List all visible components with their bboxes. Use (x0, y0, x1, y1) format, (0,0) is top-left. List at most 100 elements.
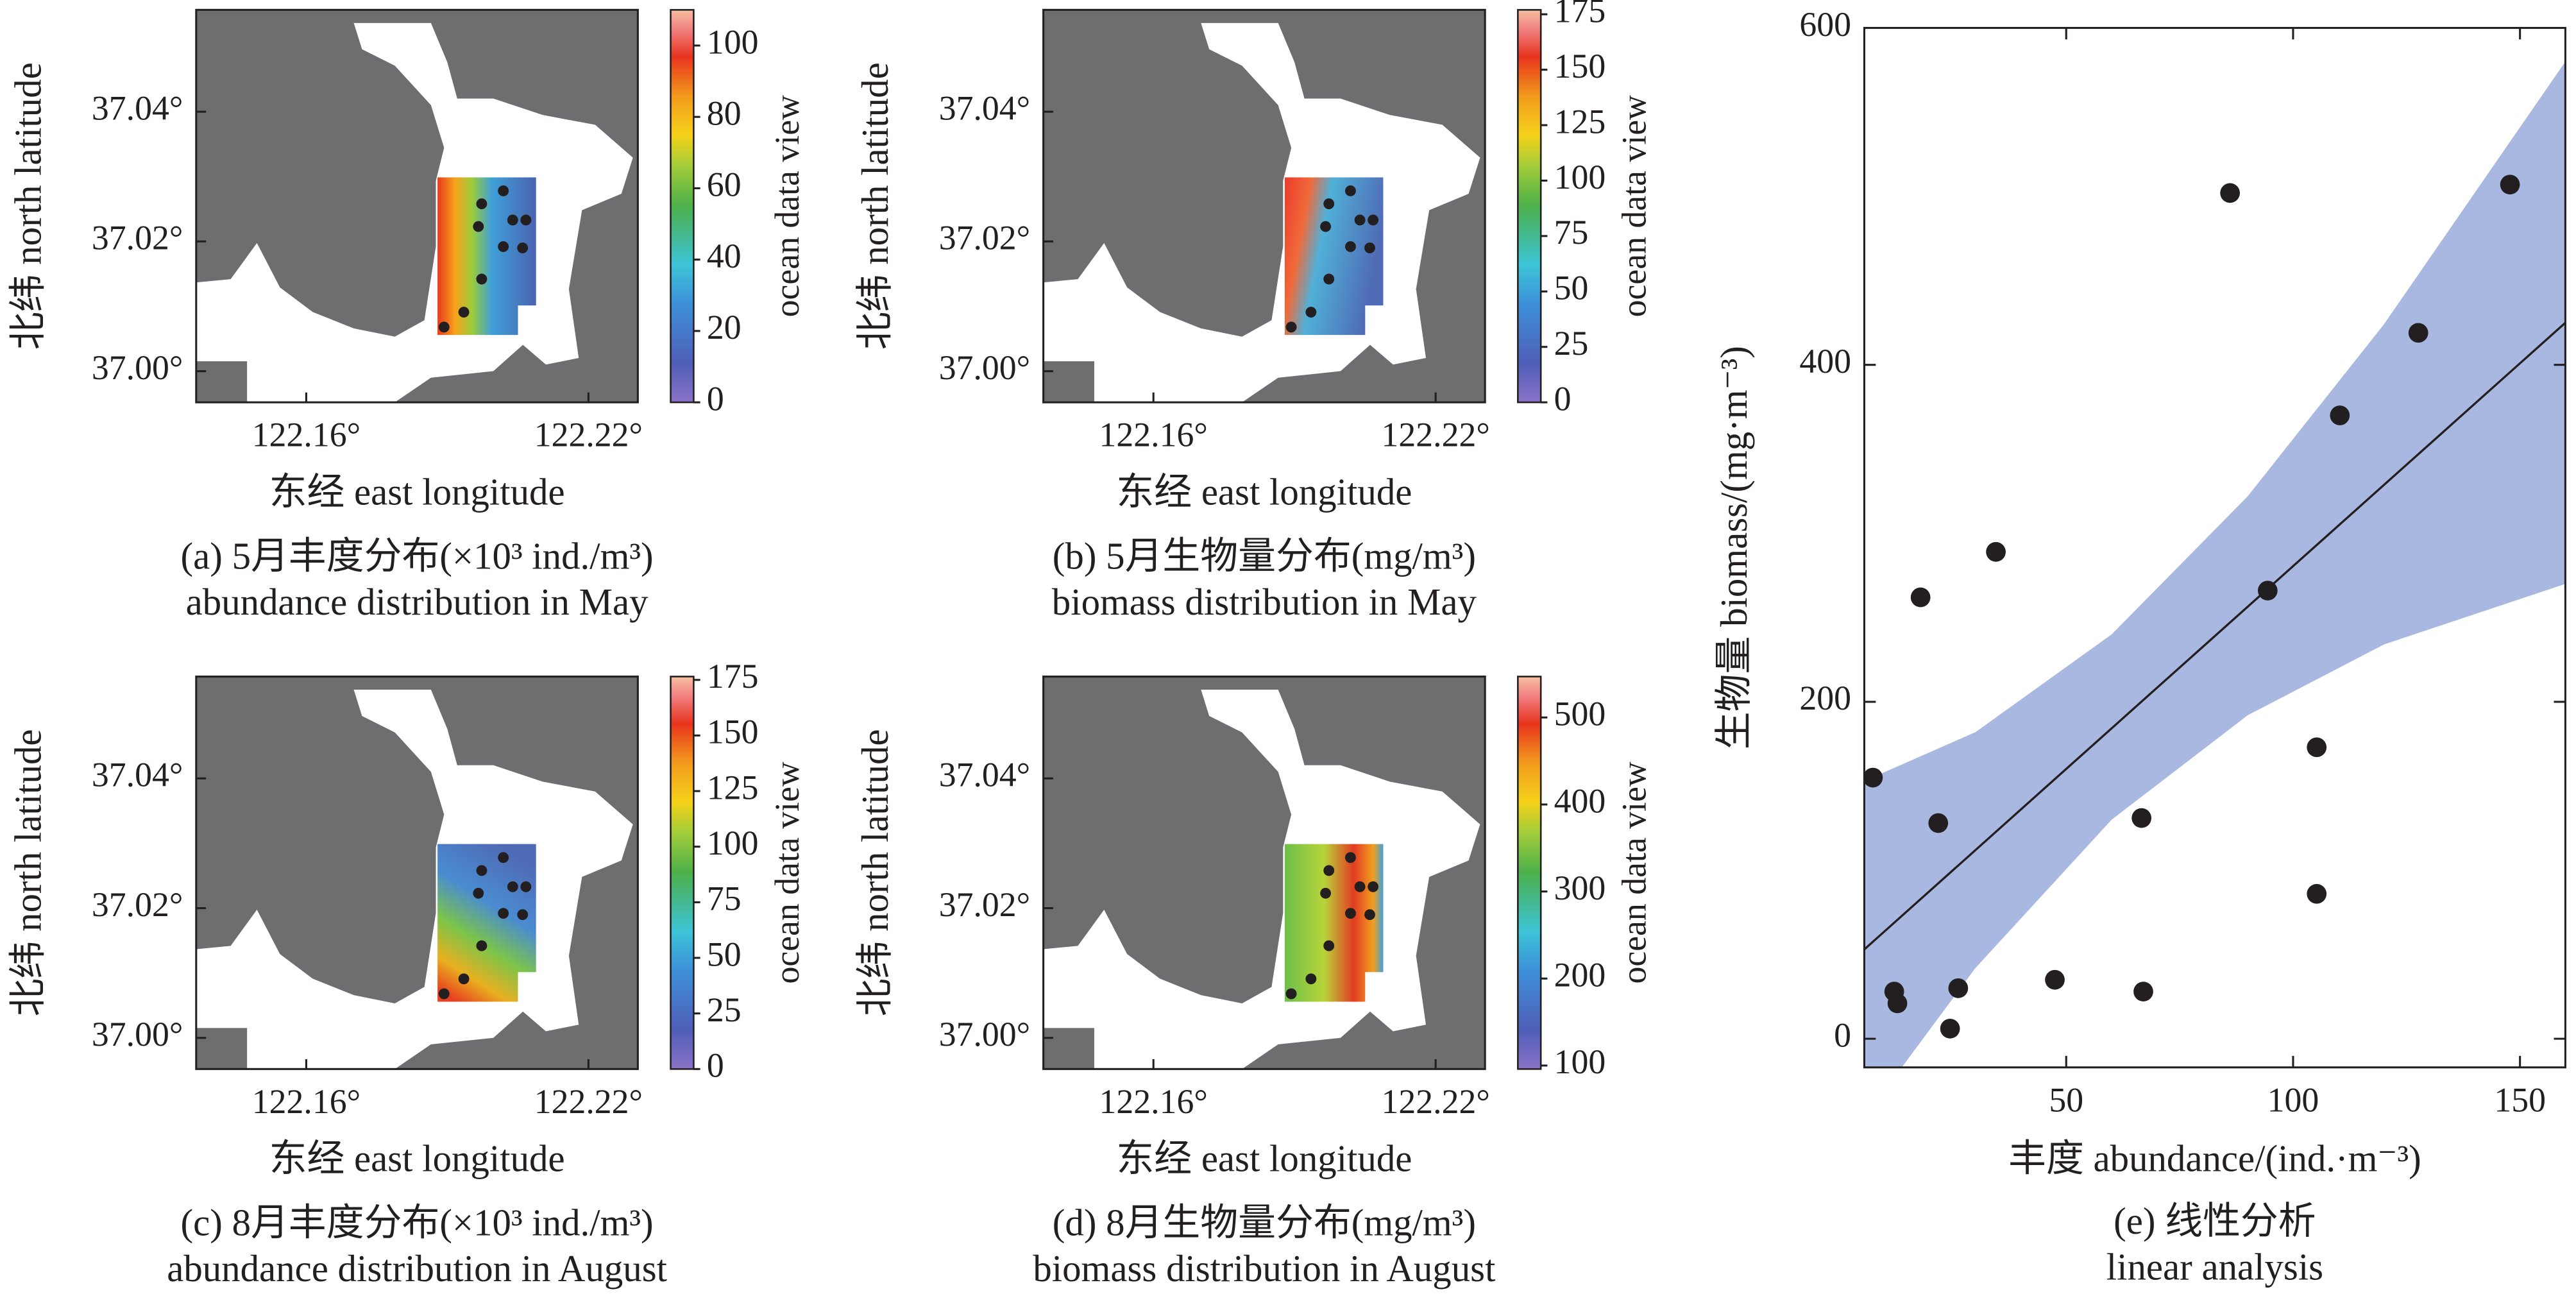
confidence-band (1864, 62, 2566, 1068)
y-tick-label: 37.00° (92, 1015, 183, 1053)
station (1344, 852, 1356, 864)
y-tick-label: 37.04° (92, 89, 183, 127)
point (1948, 978, 1969, 998)
colorbar (1517, 676, 1542, 1070)
sea (1043, 690, 1480, 1069)
caption-subtitle: biomass distribution in May (1052, 581, 1477, 623)
point (1887, 993, 1908, 1014)
colorbar-tick-label: 75 (1554, 213, 1589, 251)
x-axis-label: 东经 east longitude (269, 472, 565, 513)
sea (1043, 22, 1480, 403)
y-tick-label: 37.04° (939, 756, 1030, 794)
x-tick-label: 122.16° (1099, 1082, 1208, 1121)
station (1354, 881, 1366, 892)
colorbar-label: ocean data view (768, 95, 806, 317)
colorbar-tick-label: 50 (707, 935, 741, 973)
colorbar-tick-label: 400 (1554, 781, 1606, 820)
colorbar-tick-label: 125 (707, 768, 759, 806)
station (476, 273, 487, 285)
y-tick-label: 37.04° (92, 756, 183, 794)
sea (196, 690, 633, 1069)
station (458, 973, 470, 985)
colorbar (1517, 9, 1542, 404)
point (1940, 1019, 1960, 1039)
point (2045, 969, 2065, 990)
y-tick-label: 600 (1799, 5, 1851, 44)
station (1344, 241, 1356, 252)
colorbar-tick-label: 80 (707, 94, 741, 133)
x-axis-label: 东经 east longitude (1116, 472, 1412, 513)
station (1368, 214, 1379, 226)
colorbar-tick-label: 25 (1554, 324, 1589, 362)
colorbar-tick-label: 50 (1554, 269, 1589, 307)
station (507, 214, 518, 226)
colorbar-tick-label: 175 (1554, 0, 1606, 30)
x-tick-label: 122.22° (1382, 1082, 1490, 1121)
x-tick-label: 150 (2494, 1080, 2546, 1119)
x-tick-label: 100 (2267, 1080, 2319, 1119)
point (1864, 767, 1883, 788)
point (1986, 541, 2006, 562)
x-axis-label: 东经 east longitude (1116, 1138, 1412, 1180)
caption-subtitle: abundance distribution in August (167, 1248, 667, 1290)
x-tick-label: 122.22° (1382, 416, 1490, 454)
colorbar-tick-label: 100 (1554, 158, 1606, 196)
colorbar-label: ocean data view (1615, 762, 1654, 983)
x-tick-label: 122.22° (534, 416, 643, 454)
station (473, 221, 484, 232)
station (517, 243, 529, 253)
point (2220, 183, 2240, 203)
point (1910, 587, 1931, 608)
y-axis-label: 北纬 north latitude (854, 729, 896, 1016)
colorbar-tick-label: 0 (707, 1046, 724, 1085)
station (1344, 908, 1356, 919)
plot-frame (1863, 26, 2566, 1069)
y-tick-label: 37.02° (939, 885, 1030, 924)
station (498, 908, 509, 919)
point (2257, 581, 2278, 600)
y-tick-label: 37.00° (939, 1015, 1030, 1053)
y-tick-label: 37.02° (939, 219, 1030, 257)
station (473, 887, 484, 899)
x-tick-label: 122.16° (252, 1082, 360, 1121)
y-tick-label: 37.02° (92, 219, 183, 257)
point (2133, 982, 2153, 1001)
sea (196, 22, 633, 403)
station (476, 865, 487, 876)
x-tick-label: 50 (2049, 1080, 2083, 1119)
colorbar-tick-label: 150 (1554, 47, 1606, 85)
y-tick-label: 37.00° (92, 348, 183, 387)
colorbar-tick-label: 500 (1554, 695, 1606, 733)
point (2131, 808, 2152, 828)
colorbar-tick-label: 100 (707, 22, 759, 61)
station (1323, 940, 1335, 951)
colorbar-tick-label: 60 (707, 166, 741, 204)
y-axis-label: 生物量 biomass/(mg·m⁻³) (1713, 346, 1755, 749)
station (1354, 214, 1366, 226)
colorbar-label: ocean data view (768, 762, 806, 983)
caption: (d) 8月生物量分布(mg/m³) (1053, 1202, 1476, 1244)
station (1364, 909, 1375, 921)
station (1364, 243, 1375, 253)
point (1928, 813, 1949, 833)
station (476, 198, 487, 210)
station (517, 909, 529, 921)
map-frame (195, 676, 639, 1070)
station (1344, 185, 1356, 196)
station (1323, 198, 1335, 210)
point (2307, 737, 2327, 758)
caption: (c) 8月丰度分布(×10³ ind./m³) (181, 1202, 654, 1244)
fit-line (1864, 321, 2566, 951)
x-tick-label: 122.16° (1099, 416, 1208, 454)
station (1323, 273, 1335, 285)
x-axis-label: 丰度 abundance/(ind.·m⁻³) (2008, 1138, 2421, 1180)
colorbar-tick-label: 300 (1554, 869, 1606, 907)
colorbar-tick-label: 125 (1554, 102, 1606, 140)
colorbar-tick-label: 100 (1554, 1043, 1606, 1081)
station (1305, 307, 1317, 318)
station (476, 940, 487, 951)
y-tick-label: 37.04° (939, 89, 1030, 127)
colorbar-tick-label: 150 (707, 713, 759, 751)
point (2408, 323, 2428, 343)
station (520, 881, 532, 892)
